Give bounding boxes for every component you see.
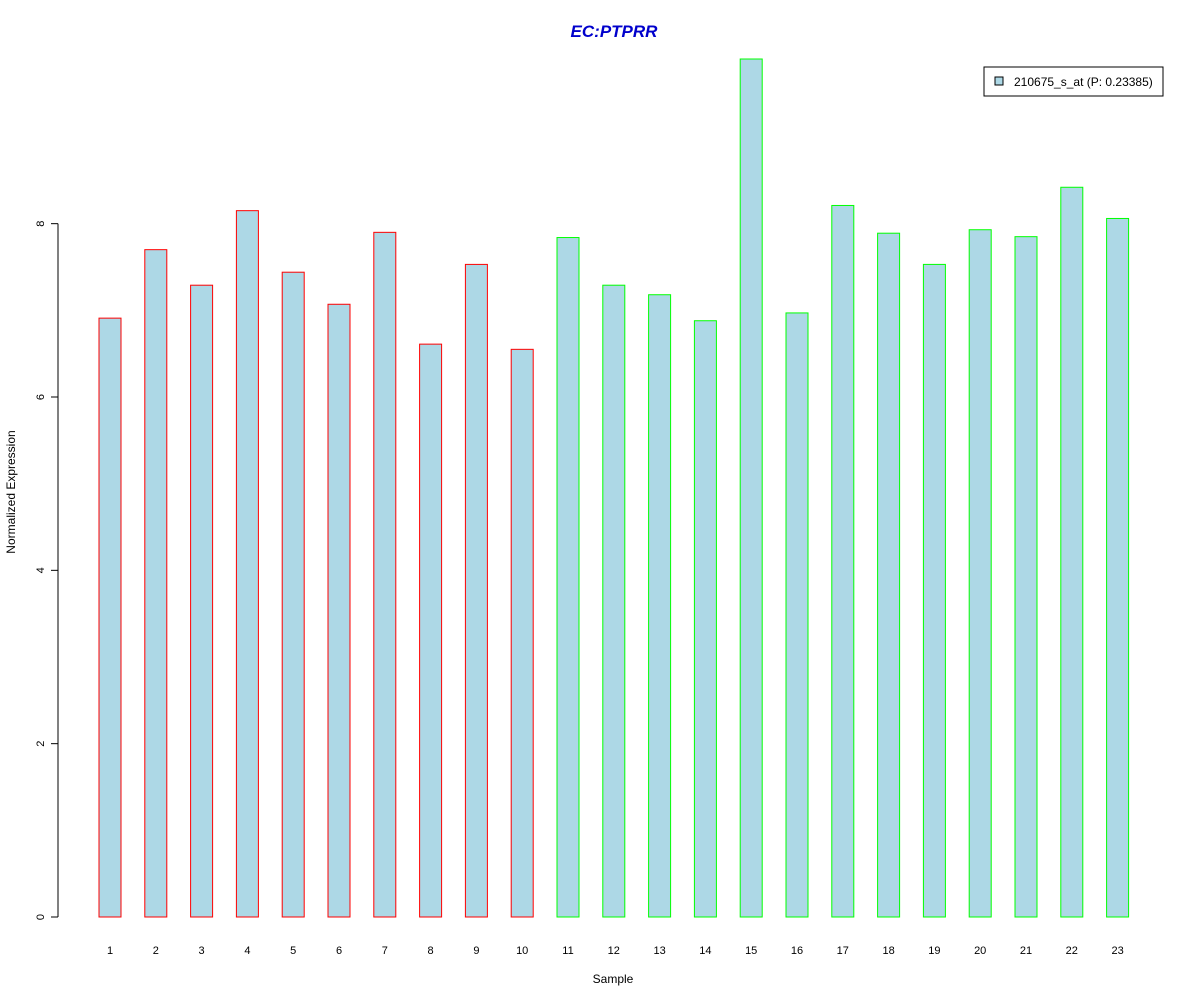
bar-sample-16 <box>785 312 809 918</box>
bar-sample-9 <box>464 263 488 918</box>
x-tick-label: 12 <box>608 945 620 957</box>
chart-title: EC:PTPRR <box>571 22 659 41</box>
bar-sample-4 <box>235 210 259 918</box>
bar-sample-11 <box>556 237 580 918</box>
bar-sample-8 <box>419 343 443 918</box>
x-tick-label: 19 <box>928 945 940 957</box>
bar-sample-10 <box>510 348 534 918</box>
bar-sample-20 <box>968 229 992 918</box>
legend-box <box>983 66 1164 97</box>
bars <box>98 58 1130 918</box>
x-tick-label: 14 <box>699 945 711 957</box>
legend-label: 210675_s_at (P: 0.23385) <box>1014 75 1153 89</box>
x-tick-label: 20 <box>974 945 986 957</box>
bar-sample-6 <box>327 303 351 918</box>
y-tick-label: 8 <box>35 221 47 227</box>
y-tick-label: 0 <box>35 914 47 920</box>
x-tick-label: 15 <box>745 945 757 957</box>
x-axis-tick-labels: 1 2 3 4 5 6 7 8 9 10 11 12 13 14 15 16 17 18 19 20 21 22 23 <box>107 945 1124 957</box>
bar-sample-22 <box>1060 186 1084 918</box>
legend-swatch <box>994 76 1004 86</box>
x-tick-label: 6 <box>336 945 342 957</box>
x-tick-label: 9 <box>473 945 479 957</box>
y-tick-label: 4 <box>35 567 47 573</box>
x-tick-label: 16 <box>791 945 803 957</box>
x-tick-label: 17 <box>837 945 849 957</box>
bar-sample-14 <box>693 320 717 918</box>
x-tick-label: 18 <box>882 945 894 957</box>
bar-sample-15 <box>739 58 763 918</box>
x-tick-label: 11 <box>562 945 573 957</box>
bar-sample-18 <box>877 232 901 918</box>
y-axis-label: Normalized Expression <box>4 430 18 553</box>
x-tick-label: 8 <box>428 945 434 957</box>
bar-sample-13 <box>648 294 672 918</box>
x-tick-label: 1 <box>107 945 113 957</box>
x-tick-label: 10 <box>516 945 528 957</box>
bar-sample-7 <box>373 231 397 918</box>
y-tick-label: 2 <box>35 741 47 747</box>
x-tick-label: 5 <box>290 945 296 957</box>
bar-sample-2 <box>144 249 168 918</box>
x-tick-label: 2 <box>153 945 159 957</box>
x-tick-label: 21 <box>1020 945 1032 957</box>
x-tick-label: 22 <box>1066 945 1078 957</box>
bar-sample-1 <box>98 317 122 918</box>
x-axis-label: Sample <box>593 972 634 986</box>
x-tick-label: 4 <box>244 945 250 957</box>
x-tick-label: 23 <box>1111 945 1123 957</box>
legend: 210675_s_at (P: 0.23385) <box>983 66 1164 97</box>
bar-sample-23 <box>1106 217 1130 918</box>
bar-sample-21 <box>1014 236 1038 918</box>
bar-sample-5 <box>281 271 305 918</box>
x-tick-label: 7 <box>382 945 388 957</box>
x-tick-label: 13 <box>653 945 665 957</box>
y-axis-ticks: 0 2 4 6 8 <box>35 221 58 920</box>
bar-sample-17 <box>831 204 855 918</box>
y-tick-label: 6 <box>35 394 47 400</box>
bar-sample-19 <box>922 263 946 918</box>
bar-sample-3 <box>190 284 214 918</box>
x-tick-label: 3 <box>199 945 205 957</box>
bar-sample-12 <box>602 284 626 918</box>
